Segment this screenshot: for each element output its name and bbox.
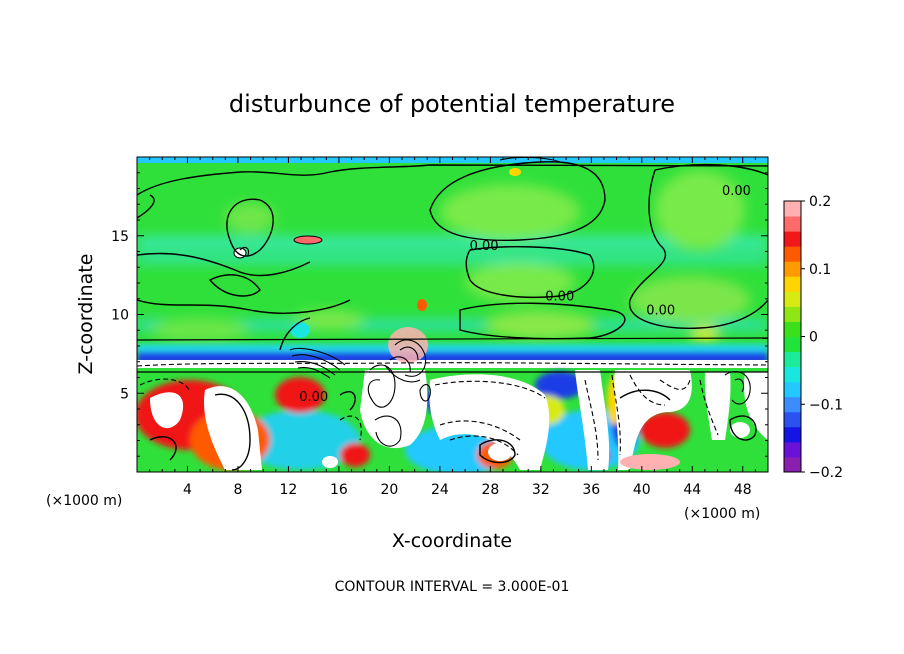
contour-lines	[137, 161, 768, 471]
light-green-patch	[655, 170, 745, 250]
colorbar-swatch	[784, 201, 801, 217]
x-tick-label: 44	[683, 482, 701, 498]
light-green-patch	[225, 203, 275, 233]
white-band	[137, 360, 768, 368]
contour-labels: 0.00 0.00 0.00 0.00 0.00	[299, 184, 751, 405]
colorbar-swatch	[784, 261, 801, 277]
x-tick-label: 8	[233, 482, 242, 498]
colorbar-swatch	[784, 231, 801, 247]
x-axis-ticks: 4 8 12 16 20 24 28 32 36 40 44 48	[149, 157, 756, 498]
colorbar-swatch	[784, 216, 801, 232]
x-axis-label: X-coordinate	[392, 530, 512, 552]
yellow-patch	[691, 326, 719, 344]
chart-title: disturbunce of potential temperature	[229, 90, 675, 118]
x-tick-label: 12	[280, 482, 298, 498]
contour-label: 0.00	[299, 390, 328, 405]
y-tick-label: 10	[111, 308, 129, 324]
y-tick-label: 15	[111, 229, 129, 245]
colorbar-swatch	[784, 336, 801, 353]
colorbar-swatch	[784, 441, 801, 458]
x-tick-label: 16	[330, 482, 348, 498]
colorbar-swatch	[784, 411, 801, 428]
lower-cyan-patch	[240, 410, 360, 470]
colorbar-swatch	[784, 306, 801, 322]
x-tick-label: 48	[734, 482, 752, 498]
x-tick-label: 24	[431, 482, 449, 498]
colorbar-swatch	[784, 381, 801, 398]
contour-label: 0.00	[722, 184, 751, 199]
x-tick-label: 40	[633, 482, 651, 498]
mid-cyan-band	[137, 320, 768, 330]
light-green-patch	[485, 311, 595, 339]
colorbar-swatch	[784, 351, 801, 368]
x-unit-label: (×1000 m)	[46, 493, 122, 509]
colorbar-swatch	[784, 456, 801, 473]
light-green-patch	[440, 184, 580, 240]
contour-label: 0.00	[470, 239, 499, 254]
contour-interval-note: CONTOUR INTERVAL = 3.000E-01	[335, 579, 570, 595]
light-green-patch	[465, 262, 575, 302]
lower-red-patch	[340, 443, 370, 467]
colorbar-swatch	[784, 366, 801, 383]
plot-area: 0.00 0.00 0.00 0.00 0.00	[137, 157, 768, 472]
colorbar-tick-label: 0.2	[809, 194, 831, 210]
light-green-patch	[630, 276, 750, 324]
colorbar: 0.2 0.1 0 −0.1 −0.2	[783, 194, 843, 481]
lower-red-patch	[275, 377, 325, 413]
y-axis-ticks: 5 10 15	[111, 172, 768, 457]
x-tick-label: 36	[582, 482, 600, 498]
x-tick-label: 4	[183, 482, 192, 498]
colorbar-swatch	[784, 396, 801, 413]
y-tick-label: 5	[120, 386, 129, 402]
upper-anomalies	[233, 168, 521, 363]
x-tick-label: 32	[532, 482, 550, 498]
contour-clusters	[239, 157, 751, 447]
y-axis-label: Z-coordinate	[75, 254, 97, 375]
lower-blue-patch	[535, 371, 585, 399]
colorbar-tick-label: 0.1	[809, 262, 831, 278]
contour-label: 0.00	[545, 289, 574, 304]
dashed-contours	[137, 362, 768, 461]
colorbar-swatch	[784, 246, 801, 262]
x-tick-label: 28	[481, 482, 499, 498]
colorbar-swatch	[784, 426, 801, 443]
colorbar-swatch	[784, 321, 801, 337]
light-green-patch	[295, 310, 365, 330]
contour-label: 0.00	[646, 304, 675, 319]
colorbar-tick-label: −0.1	[809, 397, 843, 413]
x-tick-label: 20	[380, 482, 398, 498]
upper-cyan-band-2	[137, 255, 768, 263]
x-unit-label-right: (×1000 m)	[684, 506, 760, 522]
lower-white-regions	[150, 370, 768, 470]
colorbar-tick-label: 0	[809, 330, 818, 346]
lower-red-patch	[640, 412, 690, 448]
colorbar-tick-label: −0.2	[809, 465, 843, 481]
colorbar-swatch	[784, 291, 801, 307]
light-green-patch	[150, 318, 250, 342]
colorbar-swatch	[784, 276, 801, 292]
